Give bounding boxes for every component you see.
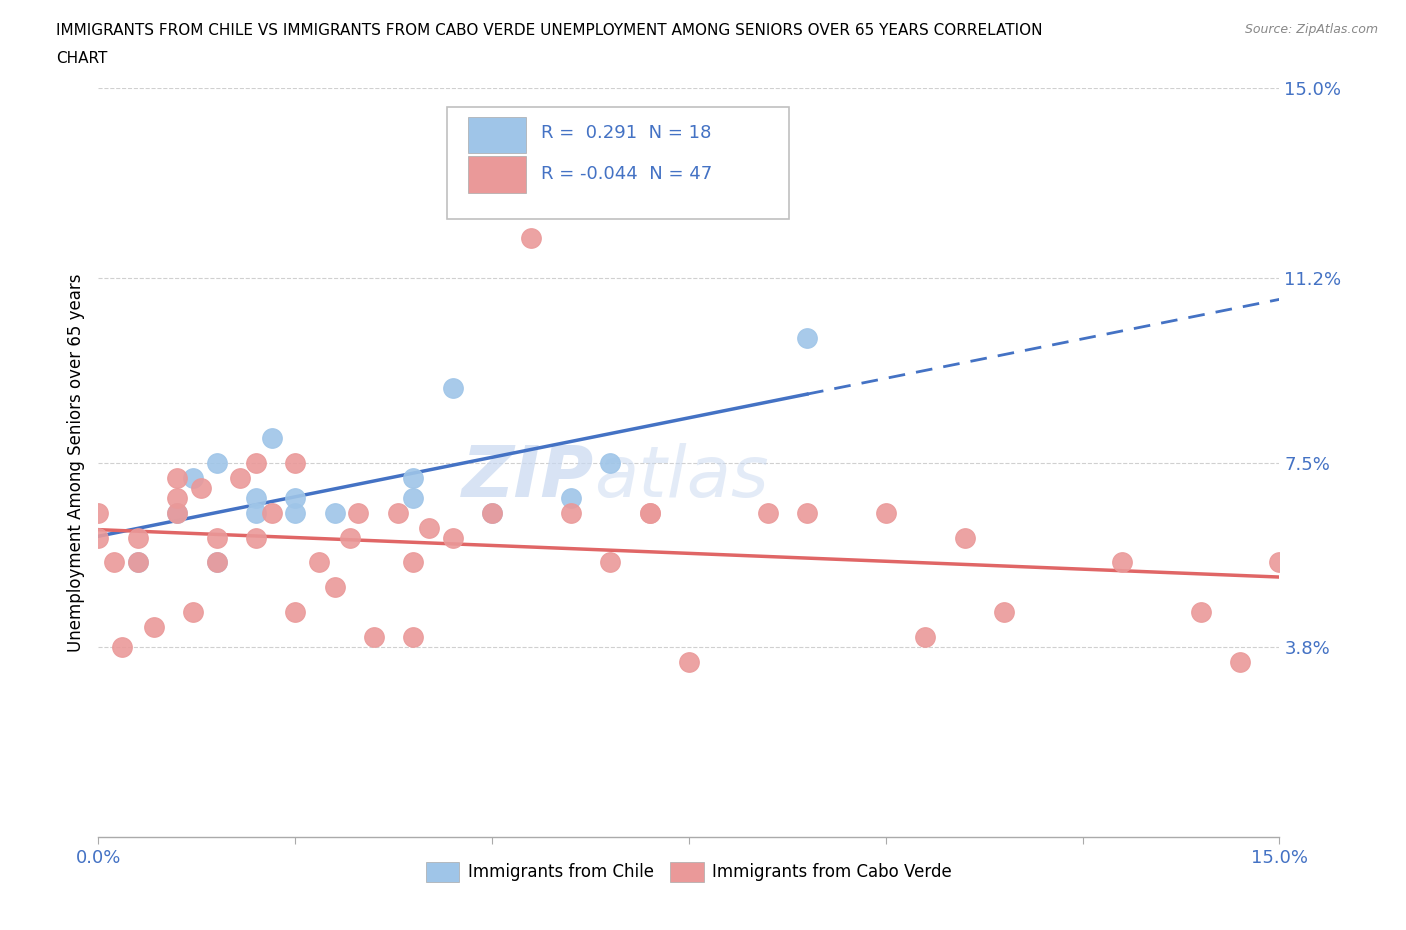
Point [284,456,307,471]
FancyBboxPatch shape [468,117,526,153]
Point [339,530,361,545]
Point [142,620,165,635]
Point [87,530,110,545]
Point [245,456,267,471]
Point [1111,555,1133,570]
Point [245,505,267,520]
Point [205,555,228,570]
Point [284,505,307,520]
Point [638,505,661,520]
Text: ZIP: ZIP [463,444,595,512]
Point [1229,655,1251,670]
Point [953,530,976,545]
Point [205,555,228,570]
Point [308,555,330,570]
Point [205,456,228,471]
Point [229,471,252,485]
Point [993,605,1015,620]
Point [560,505,582,520]
Point [914,630,936,644]
Point [599,555,621,570]
Point [181,605,204,620]
Point [166,505,188,520]
Point [363,630,385,644]
Point [205,530,228,545]
Point [678,655,700,670]
FancyBboxPatch shape [468,156,526,193]
Point [181,471,204,485]
Point [1268,555,1291,570]
Point [166,505,188,520]
Text: Source: ZipAtlas.com: Source: ZipAtlas.com [1244,23,1378,36]
Point [756,505,779,520]
Point [441,380,464,395]
Text: R = -0.044  N = 47: R = -0.044 N = 47 [541,165,713,182]
Point [190,480,212,495]
Point [402,490,425,505]
Point [245,490,267,505]
Text: IMMIGRANTS FROM CHILE VS IMMIGRANTS FROM CABO VERDE UNEMPLOYMENT AMONG SENIORS O: IMMIGRANTS FROM CHILE VS IMMIGRANTS FROM… [56,23,1043,38]
Point [418,520,440,535]
Point [347,505,370,520]
Point [796,505,818,520]
Point [481,505,503,520]
Point [245,530,267,545]
Point [127,555,149,570]
Point [127,530,149,545]
Point [103,555,125,570]
Point [387,505,409,520]
Point [402,630,425,644]
Y-axis label: Unemployment Among Seniors over 65 years: Unemployment Among Seniors over 65 years [66,273,84,652]
Point [323,580,346,595]
Point [599,456,621,471]
Point [111,640,134,655]
Point [560,490,582,505]
Point [481,505,503,520]
Text: CHART: CHART [56,51,108,66]
Point [638,505,661,520]
Point [166,471,188,485]
Point [875,505,897,520]
Point [284,605,307,620]
Legend: Immigrants from Chile, Immigrants from Cabo Verde: Immigrants from Chile, Immigrants from C… [419,855,959,888]
Point [796,330,818,345]
Point [402,555,425,570]
Point [284,490,307,505]
Point [441,530,464,545]
Point [402,471,425,485]
Point [166,490,188,505]
Point [520,231,543,246]
Point [323,505,346,520]
Point [1189,605,1212,620]
Text: R =  0.291  N = 18: R = 0.291 N = 18 [541,125,711,142]
Text: atlas: atlas [595,444,769,512]
Point [87,505,110,520]
Point [127,555,149,570]
Point [260,431,283,445]
Point [260,505,283,520]
FancyBboxPatch shape [447,107,789,219]
